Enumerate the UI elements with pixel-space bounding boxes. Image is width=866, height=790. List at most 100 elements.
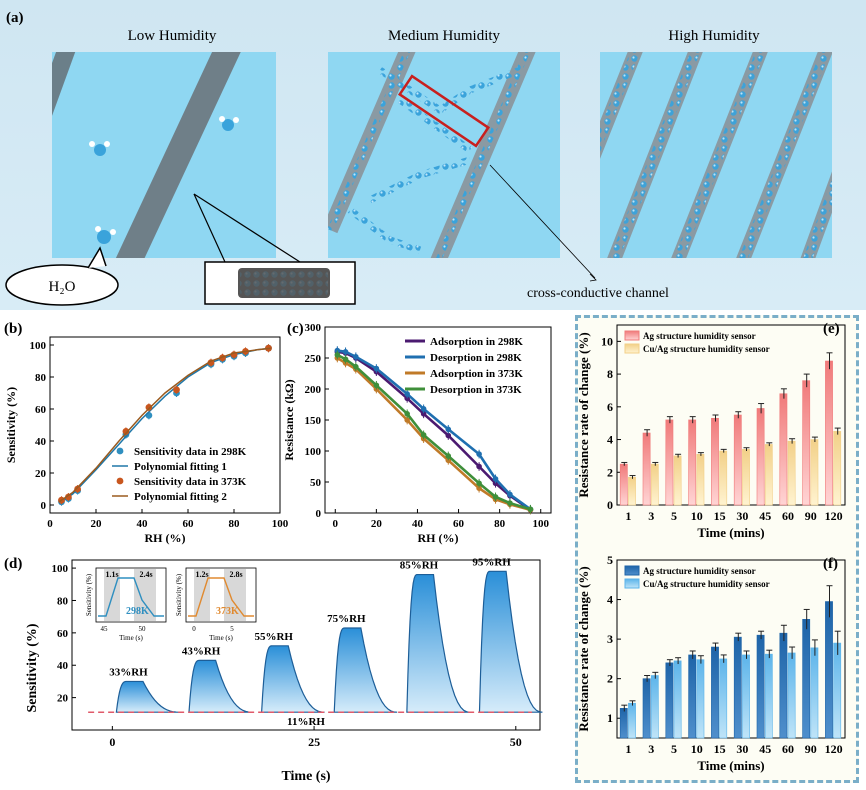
legend-swatch — [624, 578, 640, 589]
data-point — [373, 382, 380, 389]
bar — [733, 414, 742, 506]
x-tick-label: 80 — [229, 518, 241, 530]
legend-entry: Adsorption in 373K — [430, 368, 523, 380]
response-pulse — [115, 680, 180, 713]
x-tick-label: 0 — [47, 518, 53, 530]
pulse-label: 55%RH — [254, 631, 293, 643]
data-point — [404, 417, 410, 423]
recovery-band — [134, 569, 156, 621]
bar — [764, 653, 773, 739]
h2o-label: H₂O — [49, 279, 76, 295]
x-tick-label: 60 — [782, 509, 794, 523]
medium-humidity-title: Medium Humidity — [388, 28, 501, 44]
low-humidity-scene — [52, 52, 276, 258]
data-point — [420, 406, 427, 412]
chart-c: (c) 0 20 40 60 80 100 0 50 100 150 200 250 300 RH (%) R… — [285, 321, 552, 545]
legend-entry: Ag structure humidity sensor — [643, 331, 756, 341]
low-humidity-title: Low Humidity — [128, 28, 217, 44]
y-axis-label: Sensitivity (%) — [4, 387, 18, 463]
x-axis-label: Time (s) — [281, 769, 330, 784]
panel-a-label: (a) — [6, 10, 24, 26]
fit-line — [58, 347, 271, 505]
y-tick-label: 100 — [30, 340, 47, 352]
x-tick-label: 10 — [691, 742, 703, 756]
x-tick-label: 90 — [805, 742, 817, 756]
bar — [673, 455, 682, 506]
x-tick-label: 60 — [453, 518, 465, 530]
panel-d-label: (d) — [4, 556, 22, 572]
bar — [802, 380, 811, 506]
data-point — [445, 453, 452, 459]
x-tick-label: 3 — [648, 509, 654, 523]
data-point — [334, 347, 341, 354]
data-point — [122, 428, 130, 435]
bar — [628, 476, 636, 506]
legend-swatch — [624, 330, 640, 341]
x-tick-label: 25 — [308, 735, 320, 749]
x-tick-label: 30 — [736, 742, 748, 756]
x-tick-label: 100 — [532, 518, 549, 530]
x-tick-label: 20 — [371, 518, 383, 530]
inset-x-label: Time (s) — [119, 634, 143, 642]
y-tick-label: 1 — [607, 711, 613, 725]
legend-entry: Desorption in 298K — [430, 352, 522, 364]
panel-a: (a) Low Humidity Medium Humidity High Hu… — [5, 10, 832, 306]
x-tick-label: 90 — [805, 509, 817, 523]
inset-x-tick: 5 — [230, 625, 234, 633]
x-tick-label: 0 — [333, 518, 339, 530]
response-time: 1.2s — [195, 570, 208, 579]
bar — [696, 659, 705, 739]
x-axis-label: Time (mins) — [697, 525, 764, 540]
response-pulse — [406, 573, 470, 713]
bar — [719, 450, 728, 506]
y-tick-label: 5 — [607, 553, 613, 567]
data-point — [342, 356, 349, 363]
plot-frame — [49, 336, 281, 514]
legend-entry: Cu/Ag structure humidity sensor — [643, 579, 770, 589]
y-tick-label: 50 — [310, 477, 322, 489]
y-tick-label: 80 — [57, 595, 69, 607]
bar — [719, 658, 728, 739]
legend-entry: Cu/Ag structure humidity sensor — [643, 344, 770, 354]
baseline-label: 11%RH — [287, 716, 325, 728]
highlight-box — [397, 74, 491, 148]
data-point — [507, 500, 513, 506]
inset-temperature: 373K — [216, 606, 239, 617]
legend-entry: Adsorption in 298K — [430, 336, 523, 348]
inset-x-tick: 0 — [192, 625, 196, 633]
y-tick-label: 150 — [305, 415, 322, 427]
y-tick-label: 100 — [305, 446, 322, 458]
y-tick-label: 40 — [57, 660, 69, 672]
data-point — [476, 480, 482, 487]
recovery-band — [224, 569, 246, 621]
plot-frame — [616, 324, 846, 506]
x-tick-label: 120 — [825, 742, 843, 756]
x-tick-label: 30 — [736, 509, 748, 523]
panel-b-label: (b) — [4, 321, 22, 337]
y-tick-label: 60 — [57, 628, 69, 640]
water-molecule-icon — [219, 116, 239, 131]
data-point — [476, 485, 482, 491]
legend-swatch — [116, 447, 124, 455]
bar — [779, 632, 788, 739]
bar — [825, 360, 833, 506]
inset-curve — [98, 577, 164, 617]
data-point — [404, 391, 410, 397]
high-humidity-scene — [600, 52, 832, 258]
data-point — [145, 404, 153, 411]
response-pulse — [188, 659, 252, 713]
data-point — [527, 506, 534, 513]
response-pulse — [260, 645, 325, 713]
medium-humidity-scene — [328, 52, 560, 258]
x-tick-label: 0 — [109, 735, 115, 749]
x-tick-label: 45 — [759, 509, 771, 523]
panel-c-label: (c) — [287, 321, 304, 337]
data-point — [404, 411, 410, 417]
x-tick-label: 40 — [137, 518, 149, 530]
response-pulse — [478, 570, 543, 713]
inset-y-label: Sensitivity (%) — [85, 573, 93, 616]
data-point — [74, 485, 81, 493]
bar — [742, 449, 750, 506]
bar — [619, 463, 628, 506]
